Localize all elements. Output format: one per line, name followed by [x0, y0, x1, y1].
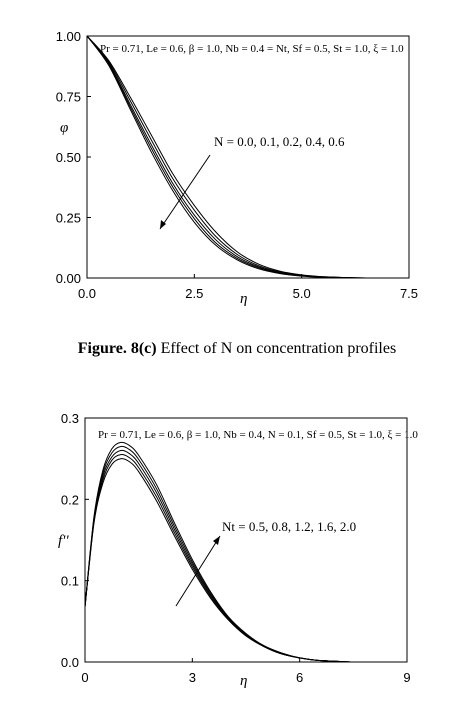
x-tick-label: 5.0: [293, 286, 311, 301]
caption-label: Figure. 8(c): [78, 340, 157, 357]
y-axis-label: f'': [58, 533, 69, 549]
plot-frame: [84, 417, 408, 663]
y-axis-label: φ: [60, 120, 68, 136]
y-tick-label: 0.3: [61, 411, 79, 426]
series-line-3: [84, 449, 407, 663]
plot-frame: [86, 35, 410, 279]
series-line-1: [86, 35, 409, 279]
series-line-2: [86, 35, 409, 279]
arrow-head: [213, 536, 220, 545]
series-lines: [84, 441, 407, 663]
series-line-5: [84, 441, 407, 663]
x-tick-label: 2.5: [185, 286, 203, 301]
y-tick-label: 0.1: [61, 574, 79, 589]
figure-caption: Figure. 8(c) Effect of N on concentratio…: [78, 340, 396, 357]
y-tick-label: 0.75: [56, 90, 81, 105]
x-tick-label: 7.5: [400, 286, 418, 301]
series-line-1: [84, 458, 407, 663]
y-tick-label: 0.00: [56, 271, 81, 286]
varied-param-annotation: Nt = 0.5, 0.8, 1.2, 1.6, 2.0: [222, 519, 356, 534]
x-tick-label: 0: [81, 670, 88, 685]
y-tick-label: 0.50: [56, 150, 81, 165]
series-lines: [86, 35, 409, 279]
series-line-4: [84, 445, 407, 663]
params-annotation: Pr = 0.71, Le = 0.6, β = 1.0, Nb = 0.4, …: [98, 429, 418, 441]
chart-concentration: φ η Pr = 0.71, Le = 0.6, β = 1.0, Nb = 0…: [56, 29, 418, 357]
chart-skin-friction: f'' η Pr = 0.71, Le = 0.6, β = 1.0, Nb =…: [58, 411, 418, 689]
x-tick-label: 0.0: [78, 286, 96, 301]
x-ticks: 0 3 6 9: [81, 658, 411, 685]
series-line-5: [86, 35, 409, 279]
series-line-4: [86, 35, 409, 279]
caption-text: Effect of N on concentration profiles: [157, 340, 397, 357]
y-tick-label: 0.2: [61, 492, 79, 507]
x-tick-label: 3: [189, 670, 196, 685]
y-ticks: 0.00 0.25 0.50 0.75 1.00: [56, 29, 91, 286]
x-ticks: 0.0 2.5 5.0 7.5: [78, 274, 418, 301]
y-tick-label: 0.25: [56, 211, 81, 226]
arrow-head: [160, 220, 166, 229]
y-ticks: 0.0 0.1 0.2 0.3: [61, 411, 89, 670]
varied-param-annotation: N = 0.0, 0.1, 0.2, 0.4, 0.6: [214, 134, 345, 149]
x-tick-label: 9: [403, 670, 410, 685]
params-annotation: Pr = 0.71, Le = 0.6, β = 1.0, Nb = 0.4 =…: [100, 43, 404, 55]
x-axis-label: η: [240, 291, 247, 307]
x-axis-label: η: [240, 673, 247, 689]
series-line-2: [84, 454, 407, 663]
y-tick-label: 0.0: [61, 655, 79, 670]
series-line-3: [86, 35, 409, 279]
x-tick-label: 6: [296, 670, 303, 685]
y-tick-label: 1.00: [56, 29, 81, 44]
